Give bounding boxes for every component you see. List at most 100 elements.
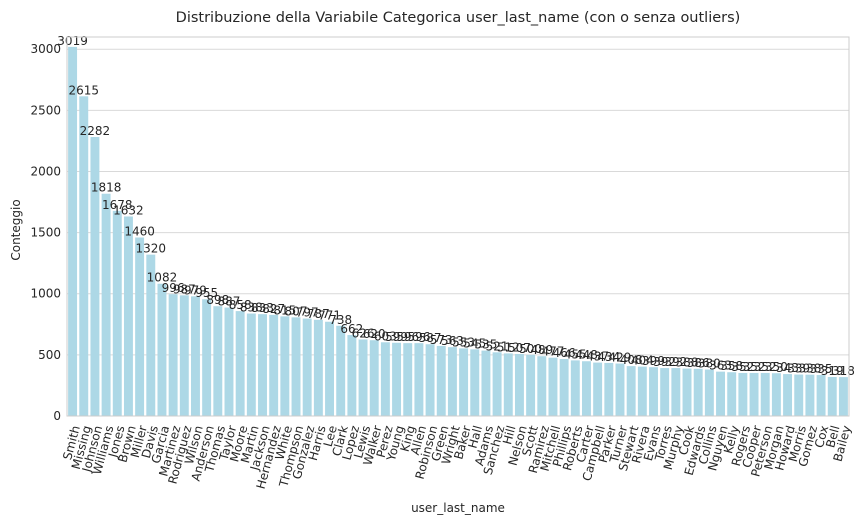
x-tick-label: Hill bbox=[500, 424, 518, 446]
bar-harris bbox=[313, 319, 323, 416]
bar-morgan bbox=[771, 373, 781, 416]
y-tick-label: 1500 bbox=[30, 226, 61, 240]
bar-value-label: 858 bbox=[229, 298, 252, 312]
bar-value-label: 807 bbox=[285, 304, 308, 318]
bar-cox bbox=[816, 375, 826, 416]
bar-value-label: 827 bbox=[262, 302, 285, 316]
x-tick-label: Hall bbox=[466, 424, 485, 450]
y-tick-label: 3000 bbox=[30, 42, 61, 56]
bar-lopez bbox=[347, 335, 357, 416]
bar-value-label: 507 bbox=[508, 341, 531, 355]
bar-collins bbox=[704, 369, 714, 416]
bar-ramirez bbox=[537, 356, 547, 416]
bar-gomez bbox=[805, 374, 815, 416]
bar-perez bbox=[380, 342, 390, 416]
bar-value-label: 1320 bbox=[136, 242, 167, 256]
bar-brown bbox=[123, 216, 133, 416]
bar-value-label: 771 bbox=[318, 309, 341, 323]
bar-value-label: 787 bbox=[307, 307, 330, 321]
bar-nelson bbox=[514, 354, 524, 416]
bar-value-label: 339 bbox=[787, 362, 810, 376]
bar-edwards bbox=[693, 368, 703, 416]
bar-green bbox=[436, 345, 446, 416]
x-tick-label: Lee bbox=[321, 424, 340, 448]
bar-smith bbox=[68, 46, 78, 417]
bar-mitchell bbox=[548, 357, 558, 416]
bar-davis bbox=[146, 254, 156, 416]
bar-value-label: 887 bbox=[218, 295, 241, 309]
bar-white bbox=[280, 316, 290, 416]
bar-garcia bbox=[157, 283, 167, 416]
bar-value-label: 350 bbox=[765, 360, 788, 374]
bar-king bbox=[403, 343, 413, 416]
bar-value-label: 1632 bbox=[113, 203, 144, 217]
bar-value-label: 738 bbox=[329, 313, 352, 327]
bar-value-label: 797 bbox=[296, 306, 319, 320]
bar-value-label: 1460 bbox=[124, 225, 155, 239]
bar-morris bbox=[794, 374, 804, 416]
bar-value-label: 535 bbox=[474, 338, 497, 352]
bar-jones bbox=[112, 210, 122, 416]
bar-missing bbox=[79, 96, 89, 416]
bar-value-label: 338 bbox=[798, 362, 821, 376]
bar-value-label: 838 bbox=[240, 301, 263, 315]
bar-value-label: 319 bbox=[821, 364, 844, 378]
bar-jackson bbox=[258, 314, 267, 416]
bar-value-label: 833 bbox=[251, 301, 274, 315]
bar-rogers bbox=[738, 372, 748, 416]
bars bbox=[68, 46, 848, 417]
x-axis-label: user_last_name bbox=[411, 501, 505, 515]
bar-robinson bbox=[425, 344, 435, 416]
bar-value-label: 1818 bbox=[91, 181, 122, 195]
bar-value-label: 596 bbox=[396, 330, 419, 344]
bar-bailey bbox=[838, 377, 848, 416]
bar-value-label: 587 bbox=[419, 331, 442, 345]
bar-taylor bbox=[224, 307, 234, 416]
bar-value-label: 363 bbox=[709, 359, 732, 373]
bar-value-label: 392 bbox=[653, 355, 676, 369]
bar-moore bbox=[235, 311, 245, 416]
bar-stewart bbox=[626, 366, 636, 416]
bar-value-label: 429 bbox=[609, 351, 632, 365]
x-tick-label: King bbox=[398, 424, 418, 453]
bar-value-label: 318 bbox=[832, 364, 855, 378]
bar-campbell bbox=[593, 362, 603, 416]
bar-williams bbox=[101, 193, 111, 416]
chart-title: Distribuzione della Variabile Categorica… bbox=[176, 10, 741, 26]
x-axis-ticks: SmithMissingJohnsonWilliamsJonesBrownMil… bbox=[60, 424, 853, 491]
bar-hernandez bbox=[269, 314, 279, 416]
bar-allen bbox=[414, 343, 424, 416]
bar-value-label: 380 bbox=[698, 357, 721, 371]
bar-peterson bbox=[760, 372, 770, 416]
bar-value-label: 388 bbox=[676, 356, 699, 370]
bar-value-label: 563 bbox=[441, 334, 464, 348]
bar-value-label: 1678 bbox=[102, 198, 133, 212]
y-tick-label: 2000 bbox=[30, 164, 61, 178]
bar-value-label: 596 bbox=[407, 330, 430, 344]
bar-murphy bbox=[671, 368, 681, 416]
bar-thomas bbox=[213, 306, 223, 416]
y-tick-label: 1000 bbox=[30, 287, 61, 301]
bar-miller bbox=[135, 237, 145, 416]
bar-value-label: 455 bbox=[564, 347, 587, 361]
bar-gonzalez bbox=[302, 318, 312, 416]
bar-hall bbox=[470, 349, 480, 416]
bar-rivera bbox=[637, 366, 647, 416]
bar-value-label: 335 bbox=[810, 362, 833, 376]
bar-value-label: 815 bbox=[273, 303, 296, 317]
bar-value-label: 987 bbox=[173, 282, 196, 296]
x-tick-label: Bell bbox=[823, 424, 842, 449]
bar-carter bbox=[582, 361, 591, 416]
bar-value-labels: 3019261522821818167816321460132010829969… bbox=[57, 34, 855, 378]
bar-martin bbox=[246, 313, 256, 416]
bar-thompson bbox=[291, 317, 301, 416]
bar-walker bbox=[369, 340, 379, 416]
bar-phillips bbox=[559, 359, 569, 416]
bar-value-label: 500 bbox=[519, 342, 542, 356]
bar-value-label: 358 bbox=[720, 359, 743, 373]
bar-value-label: 521 bbox=[486, 339, 509, 353]
bar-value-label: 466 bbox=[553, 346, 576, 360]
bar-value-label: 1082 bbox=[147, 271, 178, 285]
bar-parker bbox=[604, 362, 614, 416]
bar-value-label: 477 bbox=[542, 345, 565, 359]
